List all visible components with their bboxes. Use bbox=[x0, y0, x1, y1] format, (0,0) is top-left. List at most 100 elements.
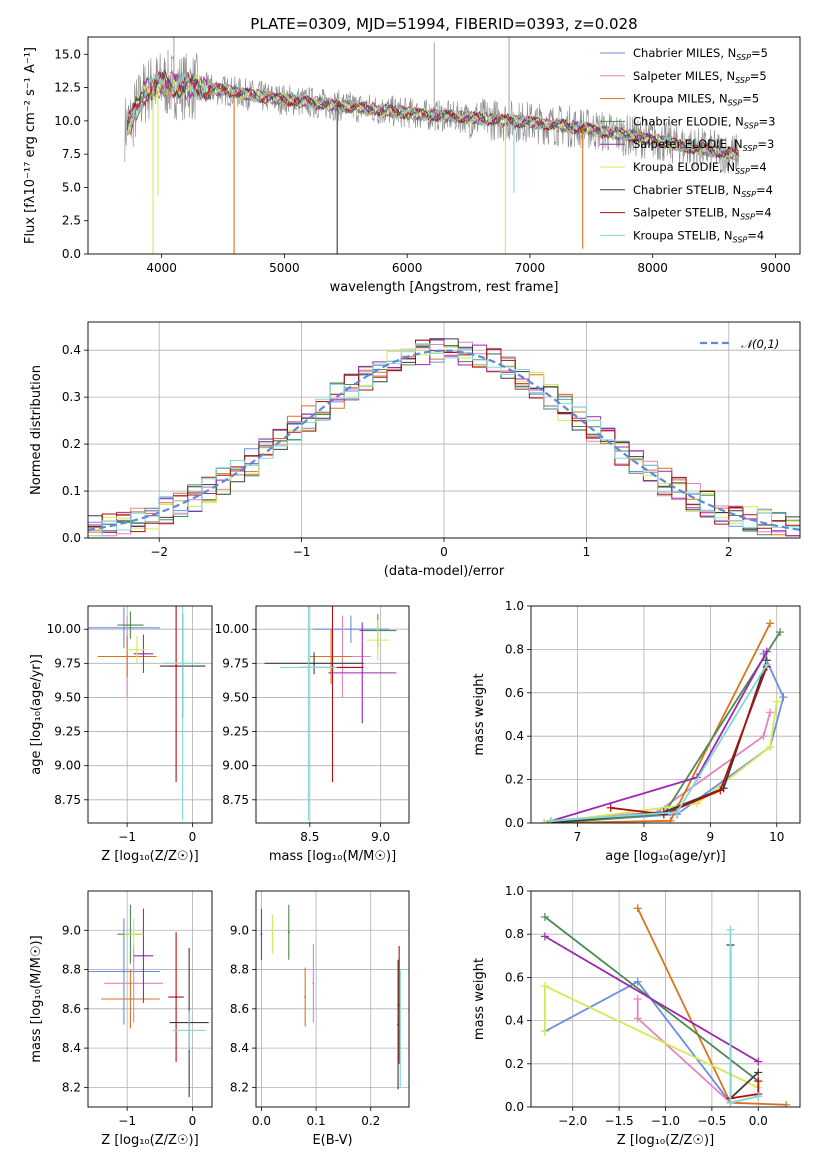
panel5-marker-salp_stelib bbox=[659, 810, 668, 819]
panel5-axes: 7 8 9 10 0.0 0.2 0.4 0.6 0.8 1.0 age [log₁₀(age/yr… bbox=[472, 599, 800, 864]
panel1-xtick-label: 9000 bbox=[760, 261, 791, 275]
legend-name: Salpeter STELIB, N bbox=[633, 206, 740, 220]
panel5-marker-krou_elodie bbox=[766, 743, 775, 752]
spectrum-lines bbox=[124, 37, 739, 254]
panel5-marker-chab_elodie bbox=[776, 628, 785, 637]
panel2-ytick-label: 0.2 bbox=[62, 437, 81, 451]
panel6-errorbars bbox=[88, 904, 209, 1098]
panel2-xtick-label: −2 bbox=[150, 545, 168, 559]
panel3-point-salp_stelib bbox=[175, 665, 178, 668]
legend-label-chab_elodie: Chabrier ELODIE, NSSP=3 bbox=[633, 114, 775, 130]
panel6-frame bbox=[87, 890, 213, 1108]
panel4-ytick-label: 9.25 bbox=[222, 725, 249, 739]
panel1-ytick-label: 2.5 bbox=[62, 214, 81, 228]
panel1-xtick-label: 5000 bbox=[269, 261, 300, 275]
legend-name: Chabrier STELIB, N bbox=[633, 183, 741, 197]
histogram-krou_elodie bbox=[88, 346, 800, 531]
legend-count: =4 bbox=[755, 206, 772, 220]
panel5-line-salp_stelib bbox=[610, 666, 768, 816]
panel7-ytick-label: 8.2 bbox=[230, 1080, 249, 1094]
panel5-ytick-label: 1.0 bbox=[505, 599, 524, 613]
panel6-axes: −1 0 8.2 8.4 8.6 8.8 9.0 Z [log₁₀(Z/Z☉)] mass [l… bbox=[29, 891, 212, 1148]
panel6-point-chab_miles bbox=[122, 970, 125, 973]
legend-count: =5 bbox=[742, 92, 759, 106]
panel8-ytick-label: 0.0 bbox=[505, 1100, 524, 1114]
panel8-marker-chab_stelib bbox=[754, 1068, 763, 1077]
panel7-point-krou_stelib bbox=[399, 1027, 402, 1030]
histogram-krou_stelib bbox=[88, 343, 800, 537]
panel7-xtick-label: 0.0 bbox=[252, 1114, 271, 1128]
panel7-ytick-label: 8.8 bbox=[230, 963, 249, 977]
panel4-xtick-label: 9.0 bbox=[371, 830, 390, 844]
panel8-ytick-label: 0.6 bbox=[505, 970, 524, 984]
panel4-point-krou_elodie bbox=[376, 639, 379, 642]
panel3-ytick-label: 9.25 bbox=[54, 725, 81, 739]
legend-subscript: SSP bbox=[743, 144, 758, 153]
legend-subscript: SSP bbox=[728, 99, 743, 108]
legend-label-chab_stelib: Chabrier STELIB, NSSP=4 bbox=[633, 183, 773, 199]
panel5-ytick-label: 0.0 bbox=[505, 816, 524, 830]
panel3-point-chab_elodie bbox=[129, 624, 132, 627]
panel8-marker-salp_elodie bbox=[754, 1057, 763, 1066]
legend-subscript: SSP bbox=[740, 213, 755, 222]
panel5-marker-krou_stelib bbox=[546, 816, 555, 823]
panel7-ytick-label: 9.0 bbox=[230, 923, 249, 937]
panel3-xtick-label: 0 bbox=[189, 830, 197, 844]
panel3-ytick-label: 9.00 bbox=[54, 759, 81, 773]
panel5-marker-salp_stelib bbox=[606, 803, 615, 812]
panel6-point-krou_miles bbox=[129, 998, 132, 1000]
panel6-ytick-label: 8.6 bbox=[62, 1002, 81, 1016]
panel7-xtick-label: 0.2 bbox=[361, 1114, 380, 1128]
gaussian-legend-label: 𝒩(0,1) bbox=[741, 337, 779, 351]
panel4-frame bbox=[255, 605, 410, 824]
legend-count: =3 bbox=[757, 137, 774, 151]
panel8-xtick-label: −1.5 bbox=[605, 1114, 634, 1128]
panel8-ytick-label: 0.2 bbox=[505, 1057, 524, 1071]
legend-label-krou_stelib: Kroupa STELIB, NSSP=4 bbox=[633, 228, 764, 244]
panel7-point-chab_elodie bbox=[287, 931, 290, 934]
legend-name: Chabrier MILES, N bbox=[633, 46, 736, 60]
panel2-ytick-label: 0.1 bbox=[62, 484, 81, 498]
panel2-ytick-label: 0.0 bbox=[62, 531, 81, 545]
panel4-xlabel: mass [log₁₀(M/M☉)] bbox=[269, 849, 396, 864]
panel6-ytick-label: 9.0 bbox=[62, 923, 81, 937]
panel2-frame bbox=[87, 321, 801, 539]
histogram-salp_stelib bbox=[88, 339, 800, 533]
legend-name: Chabrier ELODIE, N bbox=[633, 114, 744, 128]
panel5-ytick-label: 0.4 bbox=[505, 729, 524, 743]
legend-label-salp_miles: Salpeter MILES, NSSP=5 bbox=[633, 69, 767, 85]
panel6-ytick-label: 8.2 bbox=[62, 1080, 81, 1094]
panel3-point-krou_stelib bbox=[181, 662, 184, 665]
panel1-ytick-label: 5.0 bbox=[62, 180, 81, 194]
panel2-xtick-label: 2 bbox=[725, 545, 733, 559]
panel6-point-krou_elodie bbox=[132, 933, 135, 936]
panel6-point-salp_elodie bbox=[142, 954, 145, 957]
legend-subscript: SSP bbox=[735, 167, 750, 176]
panel1-ylabel: Flux [fλ10⁻¹⁷ erg cm⁻² s⁻¹ A⁻¹] bbox=[23, 47, 38, 244]
panel7-frame bbox=[255, 890, 410, 1108]
panel8-marker-salp_elodie bbox=[540, 932, 549, 941]
panel1-xtick-label: 6000 bbox=[392, 261, 423, 275]
panel2-ytick-label: 0.3 bbox=[62, 390, 81, 404]
panel3-ytick-label: 8.75 bbox=[54, 793, 81, 807]
panel3-axes: −1 0 8.75 9.00 9.25 9.50 9.75 10.00 Z [log₁₀(Z/Z… bbox=[29, 606, 212, 864]
legend-subscript: SSP bbox=[744, 121, 759, 130]
panel8-ytick-label: 0.4 bbox=[505, 1014, 524, 1028]
panel5-line-krou_miles bbox=[550, 622, 771, 823]
panel4-ytick-label: 8.75 bbox=[222, 793, 249, 807]
panel5-ytick-label: 0.6 bbox=[505, 686, 524, 700]
legend-subscript: SSP bbox=[736, 53, 751, 62]
panel8-xtick-label: −2.0 bbox=[558, 1114, 587, 1128]
legend-count: =4 bbox=[750, 160, 767, 174]
panel2-xlabel: (data-model)/error bbox=[384, 564, 505, 579]
panel6-ylabel: mass [log₁₀(M/M☉)] bbox=[29, 935, 44, 1062]
legend-subscript: SSP bbox=[733, 235, 748, 244]
panel6-ytick-label: 8.4 bbox=[62, 1041, 81, 1055]
panel1-ytick-label: 7.5 bbox=[62, 147, 81, 161]
panel6-point-krou_stelib bbox=[188, 1029, 191, 1032]
panel7-point-krou_miles bbox=[304, 996, 307, 999]
panel1-xtick-label: 8000 bbox=[637, 261, 668, 275]
panel1-xlabel: wavelength [Angstrom, rest frame] bbox=[330, 280, 559, 295]
